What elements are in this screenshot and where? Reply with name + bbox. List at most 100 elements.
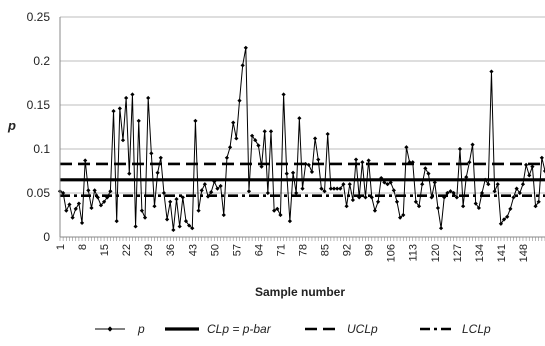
data-point bbox=[442, 195, 447, 200]
data-point bbox=[312, 136, 318, 141]
legend-item: CLp = p-bar bbox=[165, 322, 272, 336]
x-tick-label: 43 bbox=[187, 244, 199, 256]
data-point bbox=[218, 183, 223, 189]
data-point bbox=[139, 208, 144, 213]
data-point bbox=[275, 206, 280, 211]
x-tick-label: 85 bbox=[320, 244, 332, 256]
data-point bbox=[212, 179, 217, 184]
data-point bbox=[86, 188, 91, 193]
data-point bbox=[303, 161, 308, 167]
data-point bbox=[536, 199, 541, 204]
y-tick-label: 0 bbox=[43, 230, 50, 244]
x-tick-label: 64 bbox=[253, 244, 265, 256]
data-point bbox=[98, 203, 104, 208]
y-tick-labels: 0 0.05 0.1 0.15 0.2 0.25 bbox=[27, 10, 51, 244]
data-point bbox=[136, 118, 141, 123]
data-point bbox=[237, 98, 242, 103]
data-point bbox=[435, 205, 441, 211]
data-point bbox=[111, 109, 116, 114]
data-point bbox=[473, 201, 478, 206]
data-point bbox=[95, 195, 100, 200]
data-point bbox=[501, 217, 507, 222]
x-tick-label: 120 bbox=[430, 244, 442, 262]
data-point bbox=[196, 208, 201, 213]
data-point bbox=[438, 226, 444, 231]
data-point bbox=[451, 190, 456, 196]
data-point bbox=[149, 151, 154, 156]
axes bbox=[59, 17, 545, 241]
data-point bbox=[495, 182, 500, 187]
data-point bbox=[117, 106, 122, 111]
data-point bbox=[486, 182, 491, 187]
data-point bbox=[79, 220, 85, 226]
data-point bbox=[309, 169, 315, 174]
data-point bbox=[177, 224, 182, 229]
data-point bbox=[199, 188, 204, 193]
data-point bbox=[350, 197, 355, 203]
data-point bbox=[498, 221, 504, 226]
data-point bbox=[124, 95, 129, 101]
data-point bbox=[331, 186, 337, 191]
data-point bbox=[505, 214, 510, 219]
data-point bbox=[297, 116, 302, 121]
legend-label: UCLp bbox=[347, 322, 378, 336]
data-point bbox=[391, 188, 396, 193]
x-tick-label: 106 bbox=[386, 244, 398, 262]
data-point bbox=[300, 186, 305, 191]
y-tick-label: 0.15 bbox=[27, 98, 51, 112]
data-point bbox=[205, 194, 211, 199]
data-point bbox=[202, 182, 207, 187]
data-point bbox=[171, 227, 176, 233]
data-point bbox=[448, 189, 453, 194]
data-point bbox=[335, 186, 340, 191]
x-axis-label: Sample number bbox=[255, 285, 345, 299]
data-point bbox=[83, 158, 88, 163]
data-point bbox=[89, 205, 94, 211]
data-point bbox=[180, 195, 185, 200]
data-point bbox=[338, 186, 343, 191]
data-point bbox=[193, 118, 198, 123]
data-point bbox=[366, 158, 371, 163]
data-point bbox=[161, 190, 167, 196]
data-point bbox=[105, 195, 110, 200]
data-point bbox=[158, 155, 163, 160]
x-tick-label: 8 bbox=[77, 244, 89, 250]
x-tick-label: 50 bbox=[209, 244, 221, 256]
x-tick-label: 29 bbox=[143, 244, 155, 256]
data-point bbox=[410, 160, 415, 165]
data-point bbox=[461, 204, 466, 209]
data-point bbox=[530, 164, 535, 169]
data-point bbox=[108, 189, 113, 194]
data-point bbox=[174, 197, 179, 202]
data-point bbox=[489, 69, 494, 74]
x-tick-label: 22 bbox=[121, 244, 133, 256]
data-point bbox=[328, 186, 333, 191]
legend-item: LCLp bbox=[420, 322, 491, 336]
data-point bbox=[168, 199, 173, 204]
data-point bbox=[64, 208, 69, 213]
data-point bbox=[464, 175, 469, 180]
data-point bbox=[240, 63, 245, 68]
data-point bbox=[306, 162, 311, 167]
data-point bbox=[227, 145, 233, 150]
data-point bbox=[363, 195, 368, 200]
data-point bbox=[398, 215, 403, 220]
data-point bbox=[404, 145, 409, 150]
data-point bbox=[514, 186, 519, 191]
data-point bbox=[253, 138, 258, 143]
data-point bbox=[114, 219, 119, 224]
data-point bbox=[517, 190, 522, 196]
data-point bbox=[483, 177, 488, 182]
data-point bbox=[420, 182, 425, 187]
data-point bbox=[190, 226, 195, 231]
data-point bbox=[401, 212, 406, 218]
p-series bbox=[57, 45, 545, 233]
x-tick-labels: 1 8 15 22 29 36 43 50 57 64 71 78 85 92 99 106 113 120 127… bbox=[55, 244, 530, 262]
y-tick-label: 0.05 bbox=[27, 186, 51, 200]
data-point bbox=[325, 131, 330, 137]
data-point bbox=[164, 217, 170, 222]
legend: p CLp = p-bar UCLp LCLp bbox=[95, 322, 491, 336]
data-point bbox=[511, 195, 516, 200]
data-point bbox=[209, 190, 214, 195]
